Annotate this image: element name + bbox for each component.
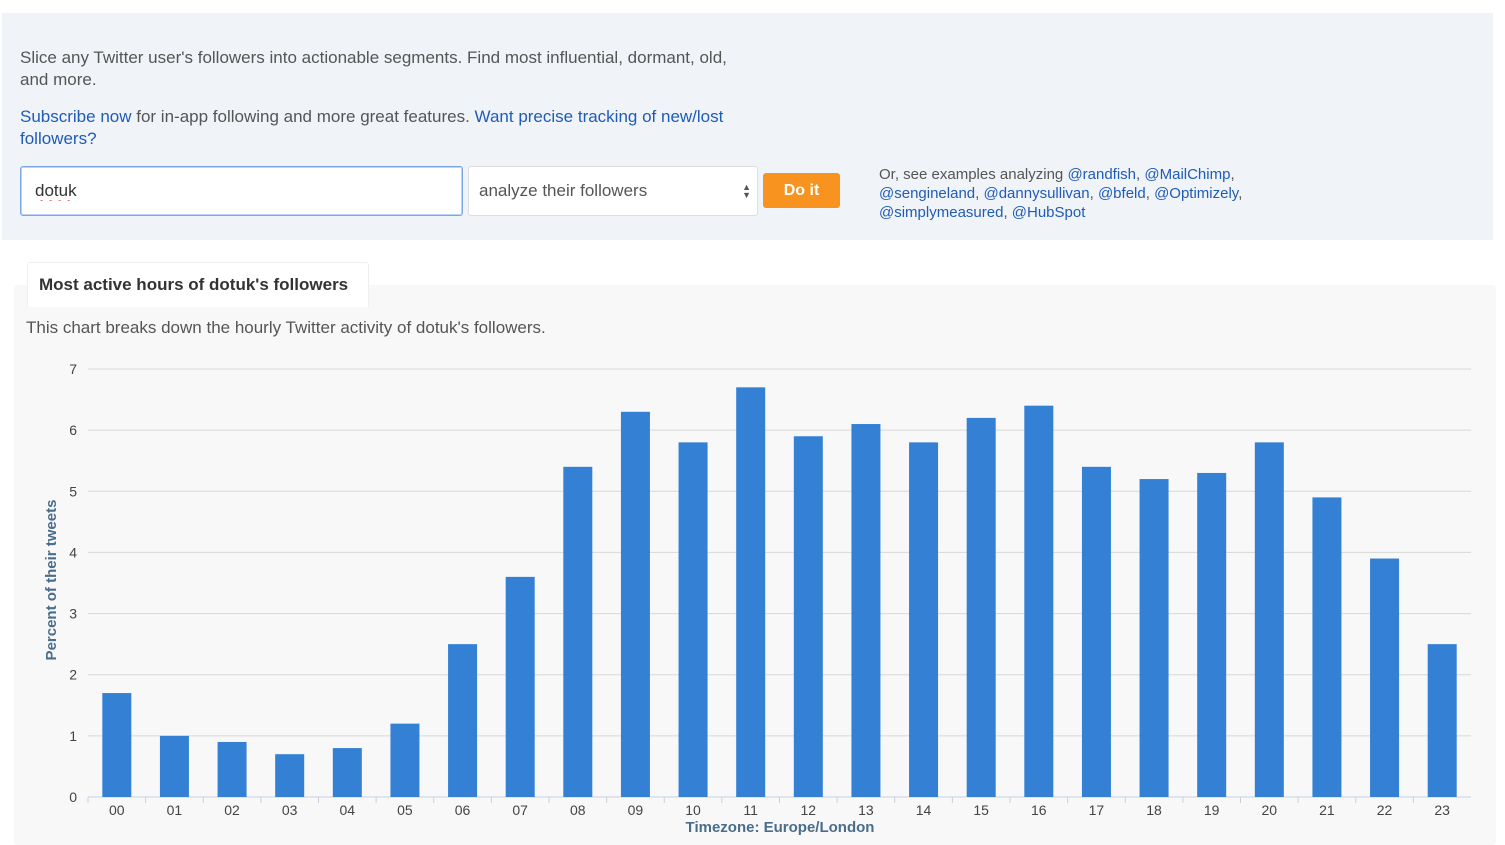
example-mailchimp[interactable]: @MailChimp (1144, 166, 1231, 183)
x-tick-label: 03 (282, 802, 298, 818)
example-bfeld[interactable]: @bfeld (1097, 185, 1146, 202)
x-tick-label: 19 (1204, 802, 1220, 818)
x-axis-title: Timezone: Europe/London (686, 819, 875, 836)
bar-06[interactable] (448, 644, 478, 797)
x-tick-label: 02 (224, 802, 240, 818)
bar-12[interactable] (793, 436, 823, 797)
x-tick-label: 11 (743, 802, 758, 818)
y-tick-label: 1 (69, 728, 77, 744)
x-tick-label: 20 (1262, 802, 1278, 818)
x-tick-label: 22 (1377, 802, 1393, 818)
y-tick-label: 5 (69, 483, 77, 499)
x-tick-label: 15 (973, 802, 989, 818)
y-axis-title: Percent of their tweets (43, 500, 60, 661)
x-tick-label: 00 (109, 802, 125, 818)
mode-select[interactable]: analyze their followers ▲ ▼ (468, 166, 758, 216)
examples-text: Or, see examples analyzing @randfish, @M… (879, 166, 1243, 221)
bar-18[interactable] (1139, 479, 1169, 797)
example-sengineland[interactable]: @sengineland (879, 185, 976, 202)
bar-05[interactable] (390, 723, 420, 797)
bar-11[interactable] (736, 387, 766, 797)
x-tick-label: 12 (801, 802, 817, 818)
subscribe-middle-text: for in-app following and more great feat… (131, 107, 475, 126)
bar-14[interactable] (909, 442, 939, 797)
y-tick-label: 6 (69, 422, 77, 438)
x-tick-label: 21 (1319, 802, 1335, 818)
example-dannysullivan[interactable]: @dannysullivan (983, 185, 1090, 202)
y-tick-label: 7 (69, 361, 77, 377)
y-tick-label: 2 (69, 667, 77, 683)
y-tick-label: 4 (69, 544, 77, 560)
do-it-button[interactable]: Do it (763, 173, 840, 208)
tracking-link[interactable]: Want precise tracking of new/lost follow… (20, 107, 724, 148)
bar-20[interactable] (1254, 442, 1284, 797)
x-tick-label: 01 (167, 802, 183, 818)
bar-21[interactable] (1312, 497, 1342, 797)
bar-07[interactable] (505, 576, 535, 797)
subscribe-line: Subscribe now for in-app following and m… (20, 106, 780, 150)
bar-08[interactable] (563, 466, 593, 797)
select-arrows-icon: ▲ ▼ (742, 182, 751, 200)
x-tick-label: 04 (340, 802, 356, 818)
mode-select-value: analyze their followers (479, 181, 648, 200)
bar-00[interactable] (102, 693, 132, 797)
bar-23[interactable] (1427, 644, 1457, 797)
x-tick-label: 23 (1434, 802, 1450, 818)
x-tick-label: 18 (1146, 802, 1162, 818)
bar-17[interactable] (1081, 466, 1111, 797)
chart-description: This chart breaks down the hourly Twitte… (26, 318, 546, 337)
bar-15[interactable] (966, 417, 996, 797)
intro-text: Slice any Twitter user's followers into … (20, 48, 727, 89)
example-optimizely[interactable]: @Optimizely (1154, 185, 1239, 202)
bar-16[interactable] (1024, 405, 1054, 797)
bar-02[interactable] (217, 741, 247, 797)
bar-10[interactable] (678, 442, 708, 797)
example-randfish[interactable]: @randfish (1067, 166, 1137, 183)
x-tick-label: 07 (512, 802, 528, 818)
chart-tab[interactable]: Most active hours of dotuk's followers (27, 262, 369, 307)
y-tick-label: 0 (69, 789, 77, 805)
chart-tab-title: Most active hours of dotuk's followers (39, 275, 349, 294)
bar-03[interactable] (275, 754, 305, 797)
bar-01[interactable] (159, 735, 189, 797)
y-tick-label: 3 (69, 606, 77, 622)
bar-13[interactable] (851, 424, 881, 797)
x-tick-label: 10 (685, 802, 701, 818)
x-tick-label: 14 (916, 802, 932, 818)
bar-09[interactable] (620, 411, 650, 797)
x-tick-label: 16 (1031, 802, 1047, 818)
x-tick-label: 05 (397, 802, 413, 818)
example-simplymeasured[interactable]: @simplymeasured (879, 204, 1004, 221)
bar-19[interactable] (1197, 472, 1227, 797)
username-input[interactable] (20, 166, 463, 216)
x-tick-label: 08 (570, 802, 586, 818)
subscribe-now-link[interactable]: Subscribe now (20, 107, 132, 126)
x-tick-label: 13 (858, 802, 874, 818)
bar-04[interactable] (332, 748, 362, 797)
x-tick-label: 17 (1089, 802, 1105, 818)
bar-22[interactable] (1370, 558, 1400, 797)
x-tick-label: 09 (628, 802, 644, 818)
examples-prefix: Or, see examples analyzing (879, 166, 1068, 183)
x-tick-label: 06 (455, 802, 471, 818)
example-hubspot[interactable]: @HubSpot (1011, 204, 1086, 221)
